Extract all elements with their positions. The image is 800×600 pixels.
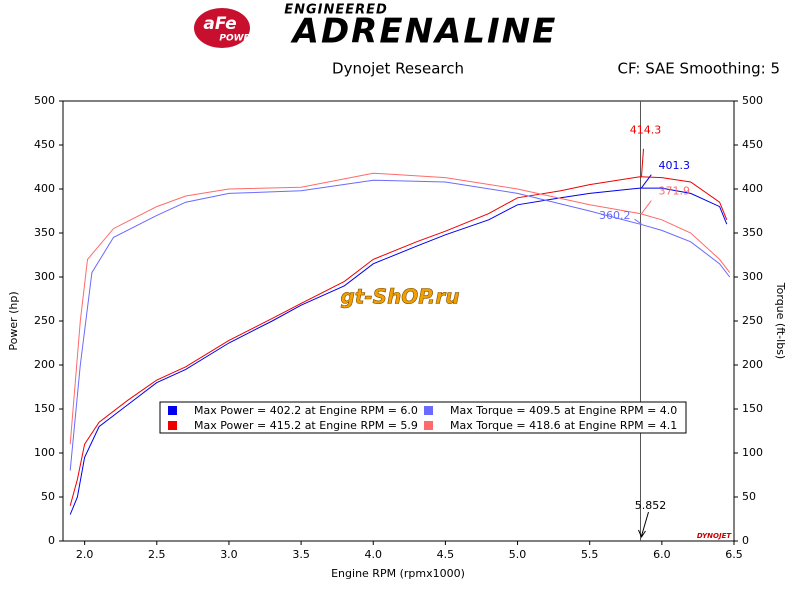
- y-axis-label: Power (hp): [7, 291, 20, 350]
- legend-label: Max Power = 402.2 at Engine RPM = 6.0: [194, 404, 418, 417]
- series-line: [69, 179, 731, 471]
- cursor-label: 5.852: [635, 499, 667, 512]
- series-line: [69, 187, 728, 515]
- y2-tick-label: 300: [742, 270, 763, 283]
- legend: Max Power = 402.2 at Engine RPM = 6.0 Max…: [159, 401, 687, 434]
- cursor-arrow: [638, 511, 649, 539]
- chart-title: Dynojet Research: [332, 60, 464, 78]
- y2-tick-label: 350: [742, 226, 763, 239]
- logo-main: ADRENALINE: [290, 12, 558, 52]
- annotation-label: 371.9: [658, 185, 690, 198]
- x-tick-label: 3.5: [292, 548, 310, 561]
- y2-axis-label: Torque (ft-lbs): [774, 282, 787, 359]
- x-tick-label: 6.0: [653, 548, 671, 561]
- y2-tick-label: 50: [742, 490, 756, 503]
- x-tick-label: 4.0: [364, 548, 382, 561]
- x-axis-label: Engine RPM (rpmx1000): [331, 567, 465, 580]
- series-line: [69, 172, 731, 445]
- y2-tick-label: 500: [742, 94, 763, 107]
- annotation-arrow: [641, 174, 652, 189]
- x-tick-label: 5.0: [509, 548, 527, 561]
- y-tick-label: 250: [34, 314, 55, 327]
- x-tick-label: 2.5: [148, 548, 166, 561]
- header-logo: aFe POWER ENGINEERED ADRENALINE: [194, 3, 558, 52]
- series-line: [69, 176, 728, 506]
- y-tick-label: 100: [34, 446, 55, 459]
- y2-tick-label: 450: [742, 138, 763, 151]
- y-tick-label: 200: [34, 358, 55, 371]
- legend-box: [159, 401, 687, 434]
- y2-tick-label: 400: [742, 182, 763, 195]
- x-tick-label: 4.5: [437, 548, 455, 561]
- y-tick-label: 150: [34, 402, 55, 415]
- y2-tick-label: 250: [742, 314, 763, 327]
- y-tick-label: 350: [34, 226, 55, 239]
- legend-swatch: [168, 421, 177, 430]
- y-tick-label: 0: [48, 534, 55, 547]
- y-tick-label: 500: [34, 94, 55, 107]
- watermark: gt-ShOP.ru: [340, 285, 459, 309]
- legend-label: Max Torque = 409.5 at Engine RPM = 4.0: [450, 404, 677, 417]
- y-tick-label: 300: [34, 270, 55, 283]
- legend-swatch: [424, 421, 433, 430]
- plot-frame: [62, 100, 735, 542]
- chart-subtitle: CF: SAE Smoothing: 5: [617, 60, 780, 78]
- brand-badge: [194, 8, 250, 48]
- annotation-label: 401.3: [658, 159, 690, 172]
- y2-tick-label: 200: [742, 358, 763, 371]
- legend-label: Max Torque = 418.6 at Engine RPM = 4.1: [450, 419, 677, 432]
- x-tick-label: 3.0: [220, 548, 238, 561]
- x-tick-label: 2.0: [76, 548, 94, 561]
- y2-tick-label: 150: [742, 402, 763, 415]
- legend-swatch: [424, 406, 433, 415]
- annotation-arrow: [634, 218, 642, 225]
- brand: aFe: [203, 14, 236, 34]
- annotation-label: 414.3: [630, 123, 662, 136]
- legend-label: Max Power = 415.2 at Engine RPM = 5.9: [194, 419, 418, 432]
- logo-top: ENGINEERED: [284, 3, 388, 18]
- annotation-label: 360.2: [599, 209, 631, 222]
- y-tick-label: 450: [34, 138, 55, 151]
- annotation-arrow: [641, 200, 652, 215]
- legend-swatch: [168, 406, 177, 415]
- y2-tick-label: 0: [742, 534, 749, 547]
- brand-sub: POWER: [219, 34, 256, 44]
- x-tick-label: 6.5: [725, 548, 743, 561]
- y-tick-label: 50: [41, 490, 55, 503]
- y2-tick-label: 100: [742, 446, 763, 459]
- footer-logo: DYNOJET: [697, 532, 733, 540]
- annotation-arrow: [640, 148, 644, 177]
- x-tick-label: 5.5: [581, 548, 599, 561]
- y-tick-label: 400: [34, 182, 55, 195]
